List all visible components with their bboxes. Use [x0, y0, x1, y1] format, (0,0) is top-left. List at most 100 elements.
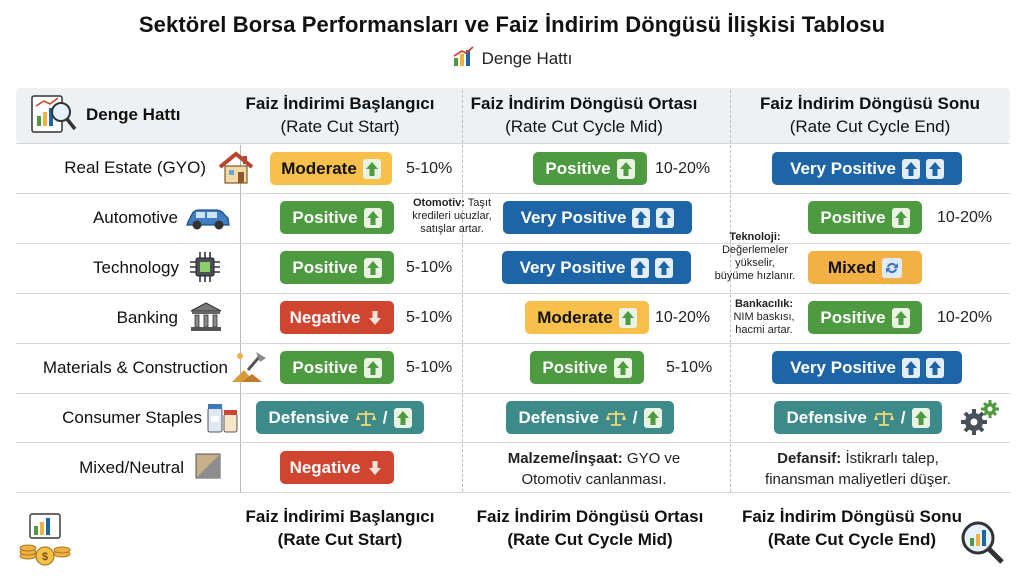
- row-divider: [16, 343, 1010, 344]
- slash-separator: /: [632, 408, 638, 427]
- gears-icon: [958, 398, 1002, 443]
- column-header-end: Faiz İndirim Döngüsü Sonu (Rate Cut Cycle…: [740, 92, 1000, 138]
- money-chart-icon: $: [18, 512, 72, 573]
- badge-text: Defensive: [518, 408, 599, 427]
- row-label-mixed-neutral: Mixed/Neutral: [79, 458, 184, 477]
- row-divider: [16, 143, 1010, 144]
- up-arrow-icon: [632, 208, 650, 228]
- badge-defensive: Defensive /: [256, 401, 424, 434]
- badge-text: Positive: [292, 258, 358, 277]
- badge-very-positive: Very Positive: [772, 351, 962, 384]
- corner-label: Denge Hattı: [86, 105, 181, 124]
- cycle-icon: [882, 258, 902, 278]
- table-header: [16, 88, 1010, 143]
- column-header-mid: Faiz İndirim Döngüsü Ortası (Rate Cut Cyc…: [454, 92, 714, 138]
- row-divider: [16, 442, 1010, 443]
- column-header-name: Faiz İndirim Döngüsü Sonu: [759, 94, 981, 113]
- note-line: satışlar artar.: [420, 223, 484, 235]
- up-arrow-icon: [631, 258, 649, 278]
- subtitle-text: Denge Hattı: [481, 49, 573, 68]
- badge-defensive: Defensive /: [506, 401, 674, 434]
- note-line: hacmi artar.: [735, 324, 793, 336]
- neutral-square-icon: [195, 453, 221, 484]
- house-icon: [216, 150, 256, 191]
- badge-negative: Negative: [280, 451, 394, 484]
- up-arrow-icon: [892, 208, 910, 228]
- up-arrow-icon: [394, 408, 412, 428]
- row-label-banking: Banking: [116, 308, 178, 327]
- note-line: kredileri ucuzlar,: [412, 210, 492, 222]
- note-line: büyüme hızlanır.: [714, 270, 796, 282]
- badge-positive: Positive: [280, 251, 394, 284]
- note-title: Malzeme/İnşaat:: [507, 450, 623, 467]
- badge-text: Negative: [289, 458, 361, 477]
- note-line: Otomotiv canlanması.: [521, 471, 667, 488]
- column-header-name: Faiz İndirim Döngüsü Ortası: [470, 94, 698, 113]
- column-header-name: Faiz İndirimi Başlangıcı: [245, 94, 435, 113]
- column-divider: [730, 90, 732, 492]
- badge-positive: Positive: [530, 351, 644, 384]
- footer-column-mid: Faiz İndirim Döngüsü Ortası (Rate Cut Cyc…: [460, 505, 720, 551]
- badge-moderate: Moderate: [525, 301, 649, 334]
- note-line: Taşıt: [467, 197, 492, 209]
- note-otomotiv: Otomotiv: Taşıt kredileri ucuzlar, satışla…: [402, 197, 502, 236]
- car-icon: [184, 204, 232, 237]
- badge-positive: Positive: [808, 301, 922, 334]
- badge-positive: Positive: [533, 152, 647, 185]
- note-line: finansman maliyetleri düşer.: [765, 471, 951, 488]
- badge-text: Defensive: [268, 408, 349, 427]
- down-arrow-icon: [366, 308, 384, 328]
- bank-icon: [188, 300, 224, 339]
- slash-separator: /: [382, 408, 388, 427]
- up-arrow-icon: [617, 159, 635, 179]
- badge-text: Defensive: [786, 408, 867, 427]
- row-label-consumer-staples: Consumer Staples: [62, 408, 202, 427]
- up-arrow-icon: [614, 358, 632, 378]
- badge-text: Positive: [292, 208, 358, 227]
- footer-en: (Rate Cut Start): [277, 530, 403, 549]
- badge-text: Very Positive: [520, 208, 627, 227]
- range-value: 5-10%: [406, 309, 453, 326]
- range-value: 5-10%: [406, 259, 453, 276]
- footer-name: Faiz İndirim Döngüsü Ortası: [476, 507, 704, 526]
- down-arrow-icon: [366, 458, 384, 478]
- badge-positive: Positive: [280, 351, 394, 384]
- column-header-start: Faiz İndirimi Başlangıcı (Rate Cut Start): [210, 92, 470, 138]
- row-divider: [16, 193, 1010, 194]
- up-arrow-icon: [902, 159, 920, 179]
- report-magnifier-icon: [30, 92, 78, 141]
- badge-text: Positive: [292, 358, 358, 377]
- badge-positive: Positive: [280, 201, 394, 234]
- range-value: 10-20%: [937, 209, 993, 226]
- note-line: İstikrarlı talep,: [845, 450, 939, 467]
- subtitle: Denge Hattı: [0, 46, 1024, 73]
- badge-defensive: Defensive /: [774, 401, 942, 434]
- slash-separator: /: [900, 408, 906, 427]
- badge-text: Positive: [542, 358, 608, 377]
- note-defansif: Defansif: İstikrarlı talep, finansman mal…: [736, 448, 980, 490]
- row-label-real-estate: Real Estate (GYO): [64, 158, 206, 177]
- svg-text:$: $: [42, 551, 48, 563]
- note-line: Değerlemeler: [721, 244, 789, 256]
- construction-icon: [230, 348, 270, 391]
- up-arrow-icon: [892, 308, 910, 328]
- range-value: 5-10%: [666, 359, 713, 376]
- note-teknoloji: Teknoloji: Değerlemeler yükselir, büyüme hı…: [700, 231, 810, 283]
- up-arrow-icon: [926, 159, 944, 179]
- badge-text: Very Positive: [519, 258, 626, 277]
- footer-name: Faiz İndirimi Başlangıcı: [245, 507, 435, 526]
- badge-text: Mixed: [827, 258, 877, 277]
- badge-text: Moderate: [537, 308, 613, 327]
- note-line: GYO ve: [626, 450, 681, 467]
- up-arrow-icon: [363, 159, 381, 179]
- footer-name: Faiz İndirim Döngüsü Sonu: [741, 507, 963, 526]
- footer-column-end: Faiz İndirim Döngüsü Sonu (Rate Cut Cycle…: [722, 505, 982, 551]
- note-title: Defansif:: [777, 450, 842, 467]
- badge-moderate: Moderate: [270, 152, 392, 185]
- scale-icon: [605, 408, 627, 428]
- badge-mixed: Mixed: [808, 251, 922, 284]
- up-arrow-icon: [644, 408, 662, 428]
- column-header-en: (Rate Cut Cycle Mid): [505, 117, 663, 136]
- footer-column-start: Faiz İndirimi Başlangıcı (Rate Cut Start): [210, 505, 470, 551]
- up-arrow-icon: [926, 358, 944, 378]
